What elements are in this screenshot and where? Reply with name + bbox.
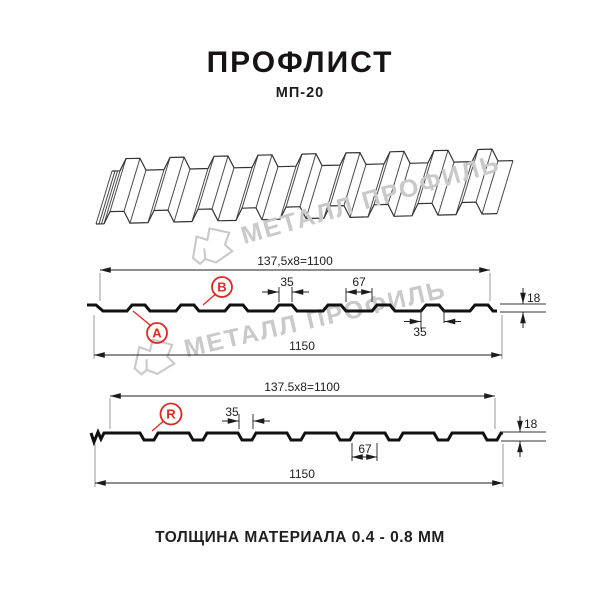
side-marker-b: B [217, 280, 226, 295]
cross-section-bottom: 137.5x8=1100 R 35 67 18 [89, 380, 546, 487]
dim-rib-top-width: 35 [280, 275, 294, 289]
dim-valley-width: 35 [225, 405, 239, 419]
dim-overall-width-top: 1150 [289, 339, 315, 353]
dim-profile-height-bottom: 18 [524, 417, 538, 431]
material-thickness-note: ТОЛЩИНА МАТЕРИАЛА 0.4 - 0.8 ММ [155, 529, 445, 546]
side-marker-r-circle [159, 402, 183, 426]
dim-flat-width-top: 67 [352, 275, 366, 289]
dim-profile-height-top: 18 [527, 291, 541, 305]
page-title: ПРОФЛИСТ [206, 46, 394, 79]
side-marker-a-circle [146, 322, 168, 344]
dim-coverage-bottom: 137.5x8=1100 [264, 380, 340, 394]
side-marker-a: A [152, 326, 162, 341]
profile-outline-bottom [89, 428, 503, 447]
side-marker-r: R [166, 407, 176, 422]
dim-flat-width-bottom: 67 [358, 442, 372, 456]
profile-model-subtitle: МП-20 [275, 85, 325, 101]
dim-overall-width-bottom: 1150 [289, 467, 315, 481]
side-marker-b-circle [211, 276, 233, 298]
profile-outline-top [87, 303, 497, 313]
dim-coverage-top: 137,5x8=1100 [257, 254, 333, 268]
cross-section-top: 137,5x8=1100 A B 35 67 [87, 254, 546, 359]
dim-rib-base-width: 35 [413, 325, 427, 339]
